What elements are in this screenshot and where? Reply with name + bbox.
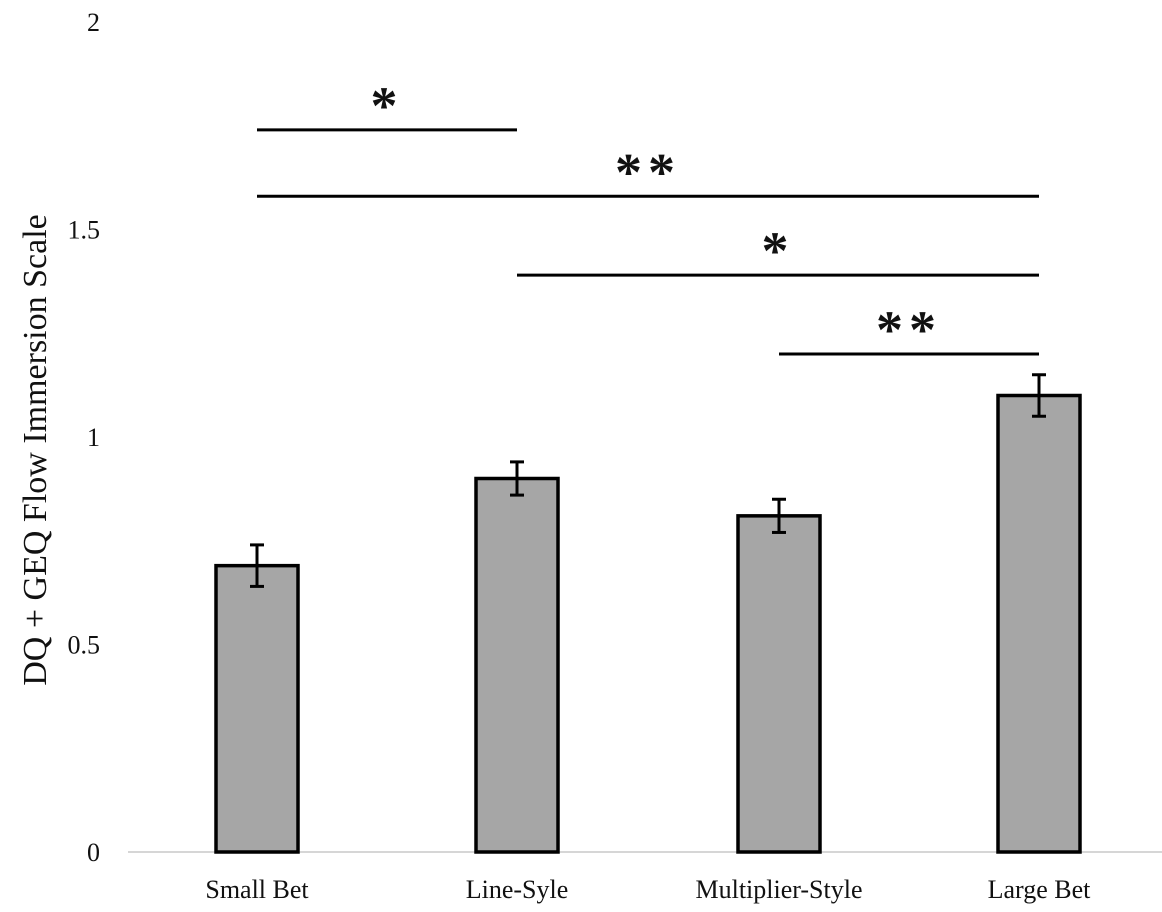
bar xyxy=(474,476,560,854)
bars xyxy=(214,393,1082,854)
x-tick-label: Large Bet xyxy=(988,875,1092,904)
y-tick-label: 1 xyxy=(87,423,100,452)
y-axis-ticks: 0 0.5 1 1.5 2 xyxy=(68,8,101,867)
y-axis-label: DQ + GEQ Flow Immersion Scale xyxy=(17,214,54,686)
y-tick-label: 2 xyxy=(87,8,100,37)
bar xyxy=(996,393,1082,854)
significance-label: * xyxy=(762,221,795,281)
error-bars xyxy=(250,373,1046,588)
significance-label: ** xyxy=(876,300,942,360)
significance-label: ** xyxy=(615,142,681,202)
x-tick-label: Small Bet xyxy=(205,875,309,904)
x-axis-ticks: Small Bet Line-Syle Multiplier-Style Large … xyxy=(205,875,1091,904)
y-tick-label: 0 xyxy=(87,838,100,867)
x-tick-label: Multiplier-Style xyxy=(695,875,862,904)
significance-label: * xyxy=(371,76,404,136)
significance-markers: ****** xyxy=(257,76,1039,360)
bar xyxy=(214,563,300,854)
y-tick-label: 1.5 xyxy=(68,216,101,245)
x-tick-label: Line-Syle xyxy=(466,875,569,904)
bar xyxy=(736,514,822,854)
y-tick-label: 0.5 xyxy=(68,631,101,660)
